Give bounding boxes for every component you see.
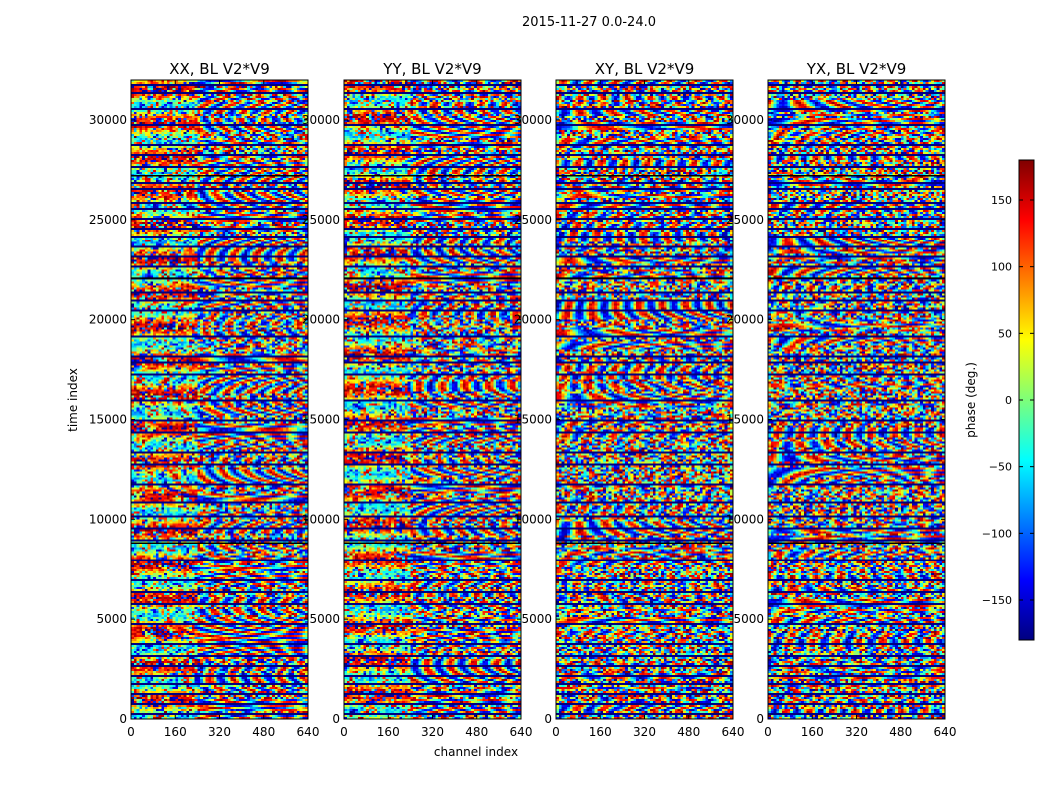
x-tick-label: 0 [764,725,772,739]
panel-yx: YX, BL V2*V9 0 160 320 480 640 0 5000 10000 15000… [726,60,957,739]
panel-title: YY, BL V2*V9 [382,60,481,78]
x-tick-label: 640 [934,725,957,739]
heatmap-xx [131,80,308,719]
colorbar: −150 −100 −50 0 50 100 150 [982,159,1035,641]
y-tick-label: 5000 [309,612,340,626]
y-tick-label: 0 [119,712,127,726]
y-tick-label: 10000 [302,512,340,526]
y-tick-label: 10000 [89,512,127,526]
panel-title: YX, BL V2*V9 [806,60,907,78]
y-tick-label: 15000 [89,412,127,426]
panel-title: XY, BL V2*V9 [595,60,695,78]
colorbar-tick-label: 0 [1005,394,1012,407]
suptitle: 2015-11-27 0.0-24.0 [522,15,656,30]
x-tick-label: 640 [297,725,320,739]
panel-yy: YY, BL V2*V9 0 160 320 480 640 0 5000 10000 15000… [302,60,533,739]
x-tick-label: 640 [722,725,745,739]
y-tick-label: 5000 [96,612,127,626]
y-tick-label: 5000 [521,612,552,626]
x-tick-label: 0 [127,725,135,739]
y-tick-label: 25000 [302,213,340,227]
heatmap-yx [768,80,945,719]
x-tick-label: 320 [208,725,231,739]
y-tick-label: 30000 [89,113,127,127]
x-tick-label: 480 [465,725,488,739]
y-tick-label: 10000 [514,512,552,526]
y-tick-label: 20000 [514,313,552,327]
y-tick-label: 5000 [733,612,764,626]
y-tick-label: 30000 [514,113,552,127]
y-tick-label: 20000 [302,313,340,327]
panel-title: XX, BL V2*V9 [169,60,270,78]
y-tick-label: 0 [756,712,764,726]
y-tick-label: 0 [332,712,340,726]
colorbar-tick-label: 50 [998,327,1012,340]
x-tick-label: 0 [552,725,560,739]
x-tick-label: 160 [801,725,824,739]
y-tick-label: 30000 [302,113,340,127]
heatmap-yy [344,80,521,719]
heatmap-xy [556,80,733,719]
y-tick-label: 15000 [302,412,340,426]
colorbar-tick-label: −100 [982,527,1012,540]
colorbar-tick-label: 100 [991,261,1012,274]
y-tick-label: 15000 [514,412,552,426]
panel-xy: XY, BL V2*V9 0 160 320 480 640 0 5000 10000 15000… [514,60,745,739]
colorbar-tick-label: −50 [989,461,1012,474]
x-tick-label: 160 [164,725,187,739]
x-tick-label: 640 [510,725,533,739]
y-tick-label: 0 [544,712,552,726]
y-tick-label: 20000 [89,313,127,327]
y-tick-label: 20000 [726,313,764,327]
panel-xx: XX, BL V2*V9 0 160 320 480 640 0 5000 10000 15000… [89,60,320,739]
x-tick-label: 160 [589,725,612,739]
x-axis-label: channel index [434,745,518,759]
x-tick-label: 480 [889,725,912,739]
y-tick-label: 15000 [726,412,764,426]
colorbar-tick-label: 150 [991,194,1012,207]
x-tick-label: 160 [377,725,400,739]
colorbar-label: phase (deg.) [964,362,978,438]
x-tick-label: 320 [633,725,656,739]
y-tick-label: 25000 [89,213,127,227]
y-tick-label: 25000 [726,213,764,227]
y-tick-label: 30000 [726,113,764,127]
x-tick-label: 480 [252,725,275,739]
x-tick-label: 480 [677,725,700,739]
panels: XX, BL V2*V9 0 160 320 480 640 0 5000 10000 15000… [89,60,957,739]
x-tick-label: 320 [845,725,868,739]
y-tick-label: 25000 [514,213,552,227]
x-tick-label: 0 [340,725,348,739]
x-tick-label: 320 [421,725,444,739]
y-axis-label: time index [66,368,80,432]
colorbar-tick-label: −150 [982,594,1012,607]
y-tick-label: 10000 [726,512,764,526]
